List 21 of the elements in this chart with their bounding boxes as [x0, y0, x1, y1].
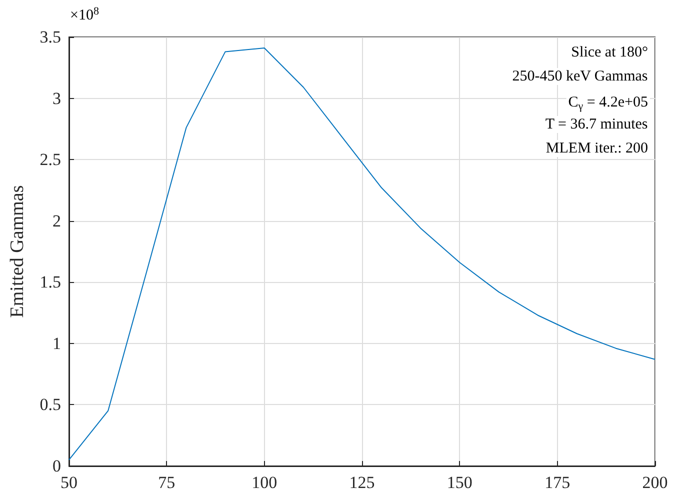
y-tick-label: 3.5	[40, 28, 61, 46]
annotation: MLEM iter.: 200	[546, 140, 648, 156]
y-tick-label: 1.5	[40, 272, 61, 292]
annotation: 250-450 keV Gammas	[512, 68, 648, 84]
x-tick-label: 200	[642, 473, 668, 492]
x-tick-label: 150	[446, 473, 472, 492]
x-tick-label: 125	[349, 473, 375, 492]
annotation: Slice at 180°	[571, 44, 648, 60]
x-tick-label: 100	[252, 473, 278, 492]
y-tick-label: 2	[52, 211, 61, 230]
y-axis-title: Emitted Gammas	[7, 185, 28, 318]
y-tick-label: 2.5	[40, 150, 61, 170]
y-tick-label: 3	[52, 88, 61, 108]
y-tick-label: 0	[52, 456, 61, 476]
x-tick-label: 75	[158, 473, 176, 492]
line-series	[68, 48, 656, 460]
x-tick-label: 50	[60, 473, 78, 492]
x-tick-label: 175	[544, 473, 570, 492]
y-tick-label: 1	[52, 334, 61, 353]
annotation: T = 36.7 minutes	[545, 116, 648, 132]
y-tick-label: 0.5	[40, 395, 61, 414]
